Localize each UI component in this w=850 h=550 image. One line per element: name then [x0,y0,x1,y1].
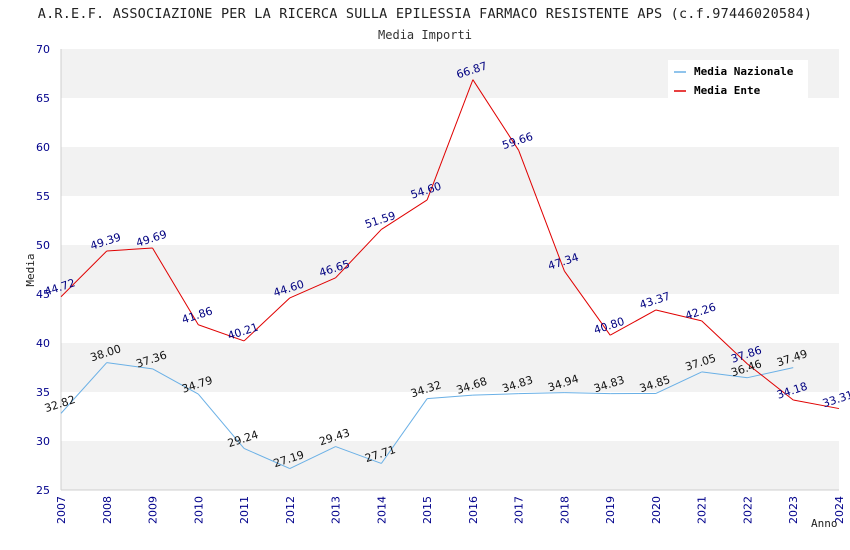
x-tick-label: 2018 [558,496,571,524]
y-tick-label: 35 [36,386,50,399]
media-ente-segment [564,270,611,336]
media-ente-segment [609,309,657,336]
media-ente-segment [106,247,153,252]
media-nazionale-segment [564,392,611,395]
legend: Media Nazionale Media Ente [668,60,808,102]
media-nazionale-segment [655,371,702,394]
y-tick-label: 70 [36,43,50,56]
x-tick-label: 2007 [55,496,68,524]
legend-box [668,60,808,102]
x-tick-label: 2008 [101,496,114,524]
legend-label-media-nazionale: Media Nazionale [694,65,794,78]
media-ente-segment [198,324,245,342]
media-ente-segment [289,277,336,299]
x-tick-label: 2013 [330,496,343,524]
grid-band [61,147,839,196]
chart-subtitle: Media Importi [378,28,472,42]
y-tick-label: 60 [36,141,50,154]
media-nazionale-segment [243,447,291,469]
media-nazionale-segment [380,398,428,464]
x-tick-label: 2023 [787,496,800,524]
x-tick-label: 2009 [147,496,160,524]
media-ente-segment [793,399,840,410]
media-nazionale-segment [289,446,336,469]
media-ente-segment [655,309,702,322]
media-ente-segment [152,247,199,326]
media-nazionale-segment [152,368,199,395]
media-nazionale-segment [427,394,473,400]
x-tick-label: 2020 [650,496,663,524]
x-tick-label: 2024 [833,496,846,524]
media-nazionale-segment [747,367,794,379]
x-axis-label: Anno [811,517,838,530]
x-tick-label: 2014 [375,496,388,524]
legend-label-media-ente: Media Ente [694,84,761,97]
x-tick-label: 2019 [604,496,617,524]
media-ente-segment [701,320,748,365]
y-tick-label: 45 [36,288,50,301]
x-tick-label: 2016 [467,496,480,524]
x-tick-label: 2012 [284,496,297,524]
media-nazionale-segment [106,362,153,370]
x-tick-label: 2015 [421,496,434,524]
media-nazionale-segment [60,362,108,414]
media-ente-segment [747,363,794,401]
y-axis-label: Media [24,253,37,286]
media-ente-segment [60,250,108,298]
axes: 25 30 35 40 45 50 55 60 65 70 2007 2008 2009 2010 2011… [36,43,846,524]
y-tick-label: 55 [36,190,50,203]
grid-band [61,392,839,441]
grid-band [61,294,839,343]
media-nazionale-segment [335,446,382,464]
x-tick-label: 2017 [513,496,526,524]
y-tick-label: 65 [36,92,50,105]
y-tick-label: 50 [36,239,50,252]
y-tick-label: 40 [36,337,50,350]
media-ente-segment [381,199,428,230]
grid-band [61,343,839,392]
y-tick-label: 30 [36,435,50,448]
media-ente-segment [243,297,291,342]
plot-background-bands [61,49,839,490]
media-ente-segment [518,150,565,272]
y-tick-label: 25 [36,484,50,497]
media-ente-segment [426,79,474,201]
series-media-nazionale [60,362,794,469]
x-tick-label: 2021 [696,496,709,524]
media-ente-segment [472,79,520,151]
series-media-ente [60,79,840,410]
media-nazionale-segment [701,371,748,379]
x-tick-label: 2011 [238,496,251,524]
chart-title: A.R.E.F. ASSOCIAZIONE PER LA RICERCA SUL… [37,6,813,22]
media-ente-segment [335,229,382,279]
x-tick-label: 2010 [192,496,205,524]
media-nazionale-segment [518,392,565,395]
grid-band [61,196,839,245]
media-nazionale-segment [197,393,245,449]
grid-band [61,441,839,490]
grid-band [61,245,839,294]
x-tick-label: 2022 [741,496,754,524]
media-nazionale-segment [472,393,519,396]
